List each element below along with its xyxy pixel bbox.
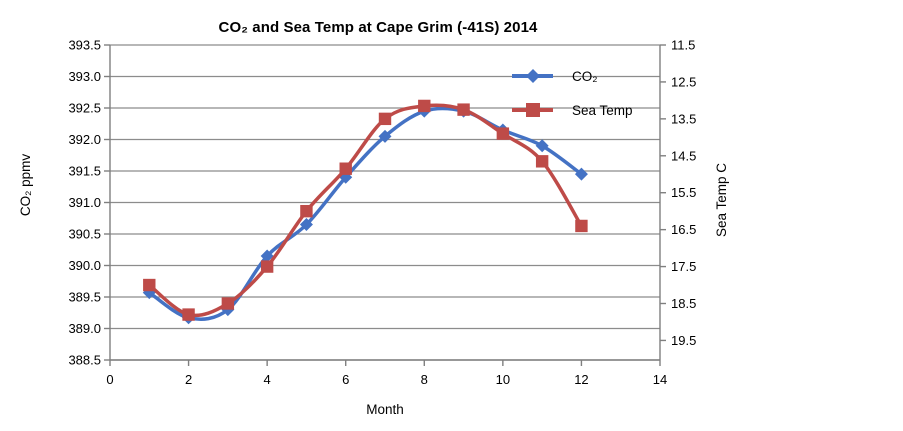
sea-temp-legend-swatch [512,103,553,117]
left-axis-tick-label: 388.5 [68,353,101,368]
right-axis-tick-label: 16.5 [671,222,696,237]
x-axis-tick-label: 12 [574,372,588,387]
co-marker [378,129,392,143]
co2-legend-diamond-icon [526,69,540,83]
x-axis-tick-label: 2 [185,372,192,387]
chart-title: CO₂ and Sea Temp at Cape Grim (-41S) 201… [218,19,538,36]
co-marker [299,218,313,232]
seatemp-marker [496,127,510,140]
right-axis-tick-label: 15.5 [671,185,696,200]
right-axis-tick-label: 13.5 [671,111,696,126]
x-axis-tick-label: 10 [496,372,510,387]
legend-entry-co2: CO₂ [512,67,633,85]
left-axis-tick-label: 393.0 [68,69,101,84]
left-axis-tick-label: 389.0 [68,321,101,336]
x-axis-title: Month [366,402,404,417]
seatemp-marker [182,308,195,321]
left-axis-tick-label: 390.5 [68,227,101,242]
x-axis-tick-label: 4 [264,372,271,387]
seatemp-marker [575,219,588,233]
co-marker [574,167,588,181]
chart-panel: 388.5 389.0 389.5 390.0 390.5 391.0 391.5 392.0… [8,8,748,425]
co-marker [535,139,549,153]
right-axis-tick-label: 14.5 [671,148,696,163]
seatemp-marker [339,162,352,175]
right-axis-tick-label: 17.5 [671,259,696,274]
seatemp-marker [300,204,313,218]
legend-entry-sea-temp: Sea Temp [512,101,633,119]
legend-label-co2: CO₂ [572,68,598,84]
right-axis-title: Sea Temp C [714,162,729,238]
seatemp-marker [418,99,431,113]
seatemp-marker [260,260,274,273]
x-axis-tick-label: 0 [106,372,113,387]
x-axis-tick-label: 6 [342,372,349,387]
left-axis-tick-label: 391.0 [68,195,101,210]
right-axis-tick-label: 11.5 [671,38,695,53]
seatemp-marker [221,297,235,310]
seatemp-marker [378,112,392,126]
left-axis-title: CO₂ ppmv [18,153,33,217]
left-axis-tick-label: 391.5 [68,164,101,179]
left-axis-tick-label: 393.5 [68,38,101,53]
right-axis-tick-label: 18.5 [671,296,696,311]
seatemp-marker [143,278,156,292]
x-axis-tick-label: 14 [653,372,667,387]
chart-plot-area: 388.5 389.0 389.5 390.0 390.5 391.0 391.5 392.0… [68,38,696,388]
left-axis-tick-label: 392.0 [68,132,101,147]
seatemp-marker [457,103,470,116]
co2-legend-swatch [512,69,553,83]
sea-temp-legend-square-icon [526,103,540,117]
left-axis-tick-label: 390.0 [68,258,101,273]
seatemp-marker [535,155,549,168]
x-axis-tick-label: 8 [421,372,428,387]
legend-label-sea-temp: Sea Temp [572,102,633,118]
left-axis-tick-label: 392.5 [68,101,101,116]
right-axis-tick-label: 12.5 [671,74,696,89]
left-axis-tick-label: 389.5 [68,290,101,305]
right-axis-tick-label: 19.5 [671,333,696,348]
co-marker [260,249,274,263]
chart-legend: CO₂ Sea Temp [512,67,633,119]
